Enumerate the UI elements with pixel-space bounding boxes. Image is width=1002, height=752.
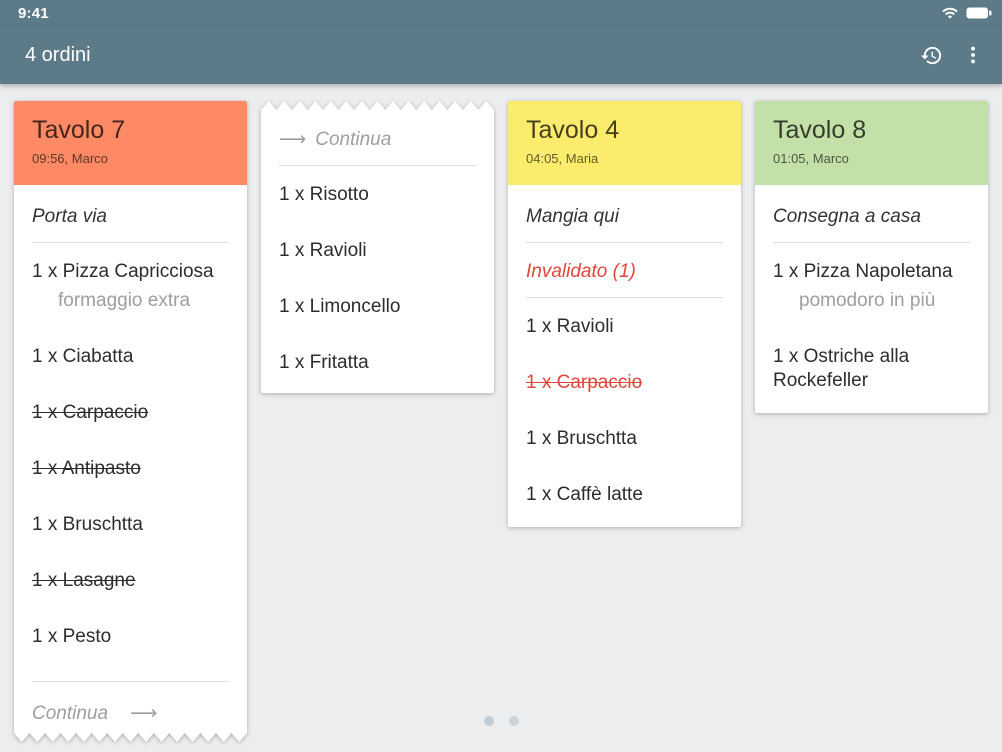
order-item-text: 1 x Ostriche alla Rockefeller [773, 346, 910, 391]
order-item-text: 1 x Lasagne [32, 570, 136, 591]
divider [526, 242, 723, 243]
order-item-text: 1 x Risotto [279, 184, 369, 205]
order-item-text: 1 x Bruschtta [526, 428, 637, 449]
divider [773, 242, 970, 243]
wifi-icon [942, 7, 958, 19]
order-item[interactable]: 1 x Caffè latte [526, 483, 723, 507]
order-item-text: 1 x Ravioli [279, 240, 367, 261]
order-item-text: 1 x Bruschtta [32, 514, 143, 535]
order-items-list: Mangia qui Invalidato (1) 1 x Ravioli 1 x C… [508, 185, 741, 527]
order-card-header: Tavolo 4 04:05, Maria [508, 101, 741, 185]
order-type-label: Mangia qui [526, 206, 619, 227]
order-item-text: 1 x Ravioli [526, 316, 614, 337]
order-item[interactable]: 1 x Antipasto [32, 457, 229, 481]
order-card-header: Tavolo 8 01:05, Marco [755, 101, 988, 185]
order-item-text: 1 x Pesto [32, 626, 112, 647]
status-bar: 9:41 [0, 0, 1002, 26]
order-type-label: Porta via [32, 206, 107, 227]
order-card-continuation[interactable]: ⟶ Continua 1 x Risotto 1 x Ravioli 1 x Limon… [261, 101, 494, 393]
table-name: Tavolo 8 [773, 116, 867, 144]
status-icons [941, 6, 992, 20]
order-item[interactable]: 1 x Ciabatta [32, 345, 229, 369]
order-cards-row: Tavolo 7 09:56, Marco Porta via 1 x Pizza C… [0, 84, 1002, 752]
order-item[interactable]: 1 x Risotto [279, 183, 476, 207]
history-button[interactable] [910, 34, 952, 76]
order-items-list: ⟶ Continua 1 x Risotto 1 x Ravioli 1 x Limon… [261, 110, 494, 393]
order-items-list: Porta via 1 x Pizza Capricciosa formaggio … [14, 185, 247, 733]
torn-edge-bottom-icon [14, 733, 247, 742]
vertical-dots-icon [971, 46, 975, 64]
arrow-right-icon: ⟶ [279, 129, 307, 150]
overflow-menu-button[interactable] [952, 34, 994, 76]
continues-label: Continua [32, 703, 109, 724]
divider [32, 681, 229, 682]
history-icon [920, 46, 941, 64]
order-item-text: 1 x Antipasto [32, 458, 141, 479]
order-item-text: 1 x Carpaccio [526, 372, 643, 393]
order-item-text: 1 x Fritatta [279, 352, 369, 373]
continues-on-next-label: Continua ⟶ [32, 702, 229, 725]
battery-icon [966, 7, 992, 19]
order-time-and-waiter: 04:05, Maria [526, 151, 599, 166]
page-title: 4 ordini [25, 43, 91, 66]
order-item[interactable]: 1 x Ravioli [279, 239, 476, 263]
divider [279, 165, 476, 166]
continued-label: Continua [315, 129, 392, 150]
order-items-list: Consegna a casa 1 x Pizza Napoletana pomod… [755, 185, 988, 413]
order-time-and-waiter: 01:05, Marco [773, 151, 849, 166]
divider [526, 297, 723, 298]
order-item[interactable]: 1 x Lasagne [32, 569, 229, 593]
order-item[interactable]: 1 x Carpaccio [526, 371, 723, 395]
order-item[interactable]: 1 x Pizza Capricciosa formaggio extra [32, 260, 229, 313]
order-item-text: 1 x Pizza Napoletana [773, 261, 953, 282]
order-item-note: pomodoro in più [799, 290, 936, 311]
order-item[interactable]: 1 x Bruschtta [526, 427, 723, 451]
app-bar-actions [910, 34, 994, 76]
torn-edge-top-icon [261, 101, 494, 110]
order-item[interactable]: 1 x Ostriche alla Rockefeller [773, 345, 970, 393]
invalidated-count-label: Invalidato (1) [526, 261, 636, 282]
order-type-label: Consegna a casa [773, 206, 921, 227]
order-item[interactable]: 1 x Ravioli [526, 315, 723, 339]
order-item[interactable]: 1 x Pesto [32, 625, 229, 649]
table-name: Tavolo 4 [526, 116, 620, 144]
order-item-text: 1 x Limoncello [279, 296, 401, 317]
page-indicator [0, 716, 1002, 726]
order-card[interactable]: Tavolo 7 09:56, Marco Porta via 1 x Pizza C… [14, 101, 247, 742]
app-bar: 4 ordini [0, 26, 1002, 84]
order-item[interactable]: 1 x Bruschtta [32, 513, 229, 537]
order-card[interactable]: Tavolo 4 04:05, Maria Mangia qui Invalidato… [508, 101, 741, 527]
order-item[interactable]: 1 x Pizza Napoletana pomodoro in più [773, 260, 970, 313]
order-time-and-waiter: 09:56, Marco [32, 151, 108, 166]
order-card[interactable]: Tavolo 8 01:05, Marco Consegna a casa 1 x P… [755, 101, 988, 413]
page-dot-2[interactable] [508, 716, 519, 726]
order-item-note: formaggio extra [58, 290, 191, 311]
order-item-text: 1 x Ciabatta [32, 346, 134, 367]
table-name: Tavolo 7 [32, 116, 126, 144]
order-item-text: 1 x Pizza Capricciosa [32, 261, 214, 282]
continued-from-previous-label: ⟶ Continua [279, 128, 476, 151]
divider [32, 242, 229, 243]
status-time: 9:41 [18, 4, 49, 22]
order-item[interactable]: 1 x Carpaccio [32, 401, 229, 425]
page-dot-1[interactable] [483, 716, 494, 726]
order-card-header: Tavolo 7 09:56, Marco [14, 101, 247, 185]
order-item[interactable]: 1 x Fritatta [279, 351, 476, 375]
arrow-right-icon: ⟶ [130, 703, 158, 724]
order-item[interactable]: 1 x Limoncello [279, 295, 476, 319]
orders-board: Tavolo 7 09:56, Marco Porta via 1 x Pizza C… [0, 84, 1002, 752]
order-item-text: 1 x Carpaccio [32, 402, 149, 423]
order-item-text: 1 x Caffè latte [526, 484, 643, 505]
